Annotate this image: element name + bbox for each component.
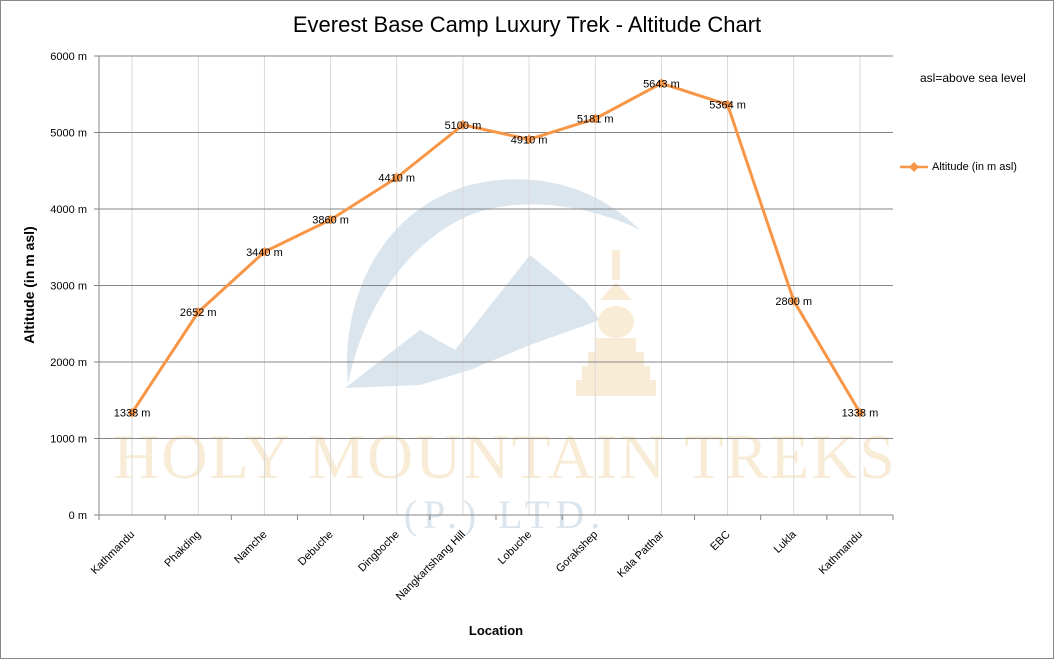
x-axis-title: Location <box>468 623 524 638</box>
x-tick-label: EBC <box>708 529 733 554</box>
legend-marker <box>900 162 928 172</box>
data-label: 5364 m <box>709 100 746 112</box>
data-point <box>590 113 601 124</box>
data-point <box>193 307 204 318</box>
data-label: 1338 m <box>114 408 151 420</box>
y-axis-title: Altitude (in m asl) <box>21 226 37 344</box>
series-altitude <box>127 78 865 418</box>
data-point <box>524 134 535 145</box>
y-tick-label: 0 m <box>69 510 87 522</box>
data-labels: 1338 m 2652 m 3440 m 3860 m 4410 m 5100 m 4910… <box>114 78 879 419</box>
data-label: 2652 m <box>180 307 217 319</box>
y-tick-label: 3000 m <box>50 281 87 293</box>
data-label: 1338 m <box>842 408 879 420</box>
y-tick-label: 6000 m <box>50 51 87 63</box>
x-tick-label: Nangkartshang Hill <box>394 529 468 603</box>
watermark-logo: HOLY MOUNTAIN TREKS (P.) LTD. <box>113 179 897 537</box>
x-tick-label: Dingboche <box>356 529 402 575</box>
data-point <box>259 246 270 257</box>
data-point <box>854 407 865 418</box>
watermark-text-line1: HOLY MOUNTAIN TREKS <box>113 421 897 492</box>
grid <box>99 55 893 515</box>
chart-note: asl=above sea level <box>920 71 1026 85</box>
data-label: 5181 m <box>577 114 614 126</box>
series-line <box>130 81 862 414</box>
legend-label: Altitude (in m asl) <box>932 161 1017 173</box>
data-label: 2800 m <box>775 296 812 308</box>
data-point <box>391 172 402 183</box>
data-point <box>127 407 138 418</box>
x-tick-label: Namche <box>232 529 269 566</box>
data-label: 4910 m <box>511 134 548 146</box>
x-tick-label: Phakding <box>162 529 203 570</box>
x-tick-label: Kathmandu <box>817 529 865 577</box>
y-tick-label: 4000 m <box>50 204 87 216</box>
data-label: 3440 m <box>246 247 283 259</box>
y-tick-label: 5000 m <box>50 128 87 140</box>
x-tick-label: Kala Patthar <box>615 528 667 580</box>
y-tick-label: 2000 m <box>50 357 87 369</box>
x-tick-label: Kathmandu <box>89 529 137 577</box>
chart-title: Everest Base Camp Luxury Trek - Altitude… <box>292 12 762 37</box>
x-tick-label: Lukla <box>772 528 800 556</box>
data-point <box>722 99 733 110</box>
data-label: 3860 m <box>312 215 349 227</box>
data-point <box>788 295 799 306</box>
data-label: 5100 m <box>445 120 482 132</box>
data-point <box>325 214 336 225</box>
y-tick-label: 1000 m <box>50 434 87 446</box>
data-label: 5643 m <box>643 78 680 90</box>
x-tick-label: Debuche <box>296 529 336 569</box>
data-point <box>656 78 667 89</box>
data-label: 4410 m <box>378 173 415 185</box>
legend: Altitude (in m asl) <box>900 161 1017 173</box>
